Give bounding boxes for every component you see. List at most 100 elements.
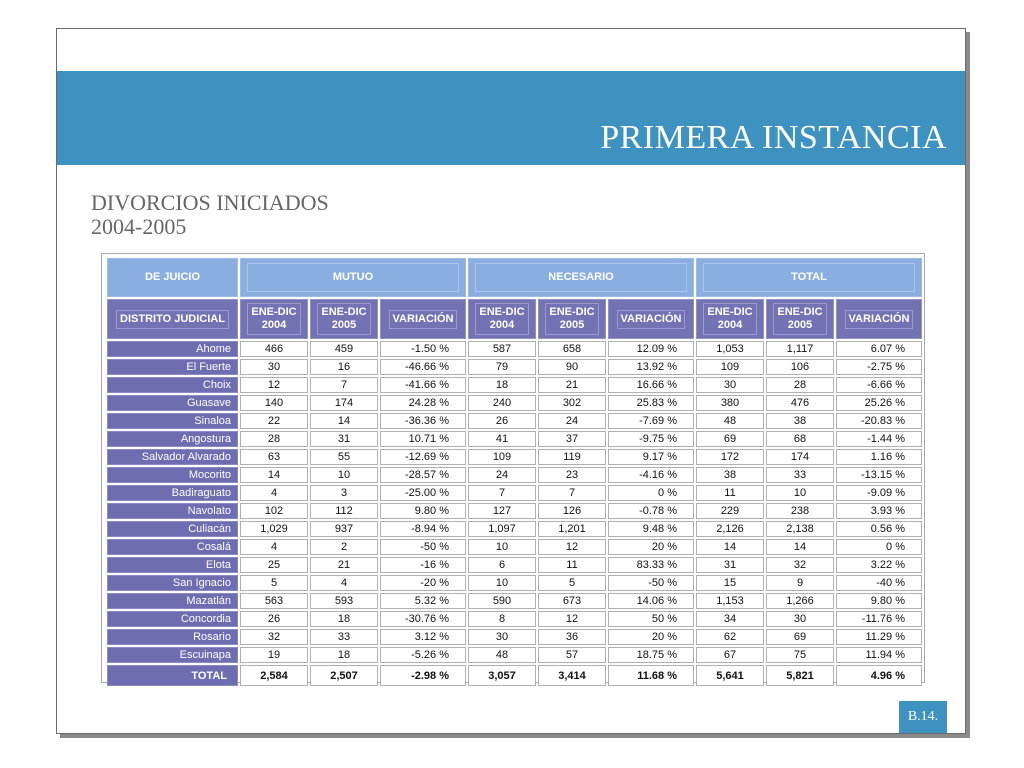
count-cell: 36 — [538, 629, 606, 645]
count-cell: 4 — [240, 539, 308, 555]
variation-cell: 3.12 % — [380, 629, 466, 645]
variation-cell: -9.09 % — [836, 485, 922, 501]
column-header: ENE-DIC 2004 — [468, 299, 536, 339]
variation-cell: -20 % — [380, 575, 466, 591]
variation-cell: -4.16 % — [608, 467, 694, 483]
table-row: Navolato 102 112 9.80 % 127 126 -0.78 % 229 238 3… — [107, 503, 922, 519]
count-cell: 38 — [766, 413, 834, 429]
column-header: ENE-DIC 2005 — [538, 299, 606, 339]
count-cell: 1,266 — [766, 593, 834, 609]
variation-cell: 24.28 % — [380, 395, 466, 411]
count-cell: 6 — [468, 557, 536, 573]
count-cell: 14 — [766, 539, 834, 555]
variation-cell: 50 % — [608, 611, 694, 627]
subtitle-line-1: DIVORCIOS INICIADOS — [91, 190, 329, 215]
variation-cell: 11.29 % — [836, 629, 922, 645]
district-name: El Fuerte — [107, 359, 238, 375]
count-cell: 25 — [240, 557, 308, 573]
district-name: Culiacán — [107, 521, 238, 537]
count-cell: 18 — [310, 647, 378, 663]
count-cell: 33 — [310, 629, 378, 645]
count-cell: 2,126 — [696, 521, 764, 537]
count-cell: 1,201 — [538, 521, 606, 537]
count-cell: 563 — [240, 593, 308, 609]
count-cell: 5 — [240, 575, 308, 591]
count-cell: 476 — [766, 395, 834, 411]
column-header: VARIACIÓN — [836, 299, 922, 339]
divorces-table-frame: DE JUICIO MUTUO NECESARIO TOTAL DISTRITO… — [101, 253, 925, 686]
table-row: San Ignacio 5 4 -20 % 10 5 -50 % 15 9 -40 % — [107, 575, 922, 591]
table-body: Ahome 466 459 -1.50 % 587 658 12.09 % 1,053 1,11… — [107, 341, 922, 686]
count-cell: 48 — [468, 647, 536, 663]
count-cell: 102 — [240, 503, 308, 519]
variation-cell: -28.57 % — [380, 467, 466, 483]
divorces-table: DE JUICIO MUTUO NECESARIO TOTAL DISTRITO… — [105, 256, 924, 688]
page-number-badge: B.14. — [899, 701, 947, 733]
count-cell: 67 — [696, 647, 764, 663]
table-row: Elota 25 21 -16 % 6 11 83.33 % 31 32 3.22 % — [107, 557, 922, 573]
count-cell: 459 — [310, 341, 378, 357]
district-name: Badiraguato — [107, 485, 238, 501]
count-cell: 18 — [468, 377, 536, 393]
count-cell: 302 — [538, 395, 606, 411]
variation-cell: -30.76 % — [380, 611, 466, 627]
table-row: Ahome 466 459 -1.50 % 587 658 12.09 % 1,053 1,11… — [107, 341, 922, 357]
table-row: Angostura 28 31 10.71 % 41 37 -9.75 % 69 68 -1.44… — [107, 431, 922, 447]
table-row: Cosalá 4 2 -50 % 10 12 20 % 14 14 0 % — [107, 539, 922, 555]
variation-cell: -2.75 % — [836, 359, 922, 375]
column-header: DISTRITO JUDICIAL — [107, 299, 238, 339]
table-row: Mocorito 14 10 -28.57 % 24 23 -4.16 % 38 33 -13.1… — [107, 467, 922, 483]
count-cell: 55 — [310, 449, 378, 465]
count-cell: 62 — [696, 629, 764, 645]
table-row: Choix 12 7 -41.66 % 18 21 16.66 % 30 28 -6.66 % — [107, 377, 922, 393]
count-cell: 174 — [766, 449, 834, 465]
variation-cell: -9.75 % — [608, 431, 694, 447]
table-row: Rosario 32 33 3.12 % 30 36 20 % 62 69 11.29 % — [107, 629, 922, 645]
count-cell: 14 — [696, 539, 764, 555]
count-cell: 8 — [468, 611, 536, 627]
variation-cell: -11.76 % — [836, 611, 922, 627]
count-cell: 24 — [468, 467, 536, 483]
count-cell: 24 — [538, 413, 606, 429]
count-cell: 11 — [696, 485, 764, 501]
variation-cell: -6.66 % — [836, 377, 922, 393]
count-cell: 7 — [538, 485, 606, 501]
count-cell: 109 — [468, 449, 536, 465]
variation-cell: -20.83 % — [836, 413, 922, 429]
count-cell: 31 — [310, 431, 378, 447]
count-cell: 1,117 — [766, 341, 834, 357]
count-cell: 172 — [696, 449, 764, 465]
count-cell: 1,029 — [240, 521, 308, 537]
district-name: San Ignacio — [107, 575, 238, 591]
count-cell: 587 — [468, 341, 536, 357]
slide-subtitle: DIVORCIOS INICIADOS 2004-2005 — [91, 191, 329, 239]
count-cell: 10 — [766, 485, 834, 501]
variation-cell: -41.66 % — [380, 377, 466, 393]
district-name: Concordia — [107, 611, 238, 627]
district-name: Navolato — [107, 503, 238, 519]
variation-cell: -25.00 % — [380, 485, 466, 501]
variation-cell: 10.71 % — [380, 431, 466, 447]
table-row: Escuinapa 19 18 -5.26 % 48 57 18.75 % 67 75 11.94… — [107, 647, 922, 663]
table-row: Sinaloa 22 14 -36.36 % 26 24 -7.69 % 48 38 -20.83… — [107, 413, 922, 429]
district-name: Mazatlán — [107, 593, 238, 609]
table-row: El Fuerte 30 16 -46.66 % 79 90 13.92 % 109 106 -2… — [107, 359, 922, 375]
count-cell: 12 — [538, 539, 606, 555]
slide: PRIMERA INSTANCIA DIVORCIOS INICIADOS 20… — [56, 28, 966, 734]
count-cell: 109 — [696, 359, 764, 375]
count-cell: 238 — [766, 503, 834, 519]
variation-cell: 16.66 % — [608, 377, 694, 393]
district-name: Angostura — [107, 431, 238, 447]
variation-cell: -8.94 % — [380, 521, 466, 537]
title-banner: PRIMERA INSTANCIA — [57, 71, 965, 165]
count-cell: 28 — [240, 431, 308, 447]
count-cell: 112 — [310, 503, 378, 519]
count-cell: 41 — [468, 431, 536, 447]
variation-cell: -36.36 % — [380, 413, 466, 429]
variation-cell: 4.96 % — [836, 665, 922, 686]
variation-cell: -0.78 % — [608, 503, 694, 519]
table-row: Concordia 26 18 -30.76 % 8 12 50 % 34 30 -11.76 % — [107, 611, 922, 627]
column-header: VARIACIÓN — [608, 299, 694, 339]
variation-cell: 25.26 % — [836, 395, 922, 411]
table-row: Mazatlán 563 593 5.32 % 590 673 14.06 % 1,153 1,… — [107, 593, 922, 609]
